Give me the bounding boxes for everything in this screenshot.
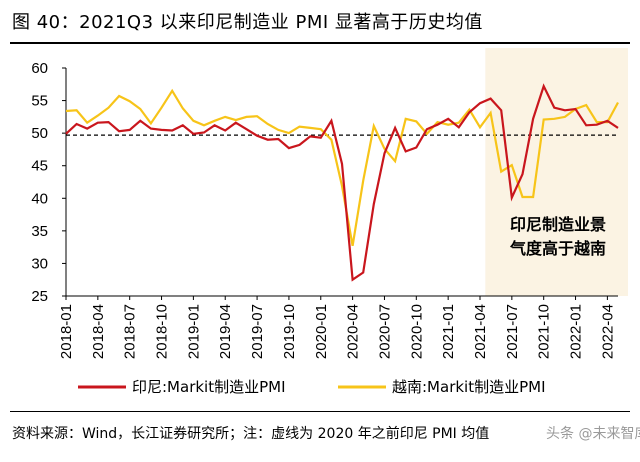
y-tick-label: 25 [31, 288, 48, 305]
x-tick-label: 2019-10 [281, 304, 298, 359]
source-rule [10, 411, 630, 412]
highlight-region [485, 48, 628, 296]
x-tick-label: 2018-04 [90, 304, 107, 359]
x-tick-label: 2021-07 [504, 304, 521, 359]
y-tick-label: 40 [31, 190, 48, 207]
x-tick-label: 2020-07 [376, 304, 393, 359]
x-tick-label: 2022-01 [568, 304, 585, 359]
x-tick-label: 2019-07 [249, 304, 266, 359]
series-line-vietnam [65, 88, 619, 246]
x-tick-label: 2021-10 [536, 304, 553, 359]
annotation-line-2: 气度高于越南 [509, 239, 606, 258]
y-tick-label: 30 [31, 255, 48, 272]
y-tick-label: 35 [31, 223, 48, 240]
x-tick-label: 2019-01 [185, 304, 202, 359]
x-tick-label: 2019-04 [217, 304, 234, 359]
x-tick-label: 2018-10 [154, 304, 171, 359]
y-axis: 25 30 35 40 45 50 55 60 [31, 60, 67, 305]
x-tick-label: 2020-01 [313, 304, 330, 359]
x-axis: 2018-01 2018-04 2018-07 2018-10 2019-01 2019-… [58, 295, 618, 359]
x-tick-label: 2018-01 [58, 304, 75, 359]
series-line-indonesia [65, 83, 619, 282]
legend-label-vietnam: 越南:Markit制造业PMI [392, 378, 546, 396]
title-rule [10, 42, 630, 44]
x-tick-label: 2020-04 [345, 304, 362, 359]
x-tick-label: 2022-04 [599, 304, 616, 359]
x-tick-label: 2018-07 [122, 304, 139, 359]
y-tick-label: 55 [31, 93, 48, 110]
y-tick-label: 60 [31, 60, 48, 77]
source-note: 资料来源：Wind，长江证券研究所；注：虚线为 2020 年之前印尼 PMI 均… [12, 426, 490, 442]
watermark: 头条 @未来智库 [546, 426, 640, 442]
y-tick-label: 45 [31, 158, 48, 175]
annotation-line-1: 印尼制造业景 [510, 215, 606, 234]
x-tick-label: 2020-10 [408, 304, 425, 359]
y-tick-label: 50 [31, 125, 48, 142]
figure-title: 图 40：2021Q3 以来印尼制造业 PMI 显著高于历史均值 [12, 12, 483, 33]
x-tick-label: 2021-01 [440, 304, 457, 359]
x-tick-label: 2021-04 [472, 304, 489, 359]
legend-label-indonesia: 印尼:Markit制造业PMI [132, 378, 286, 396]
